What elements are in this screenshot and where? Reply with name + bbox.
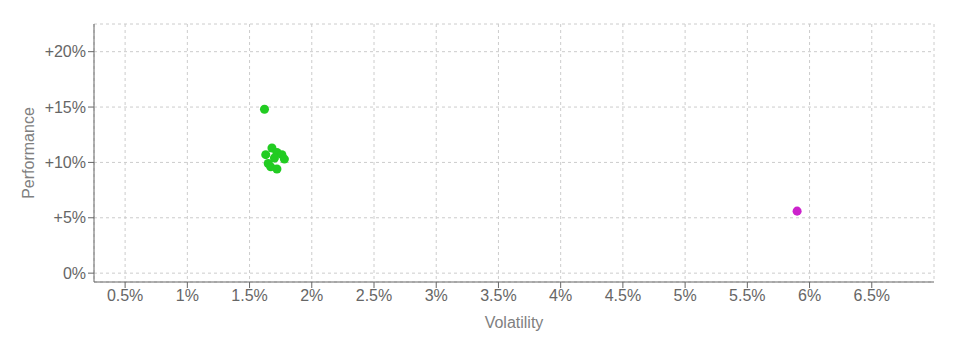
svg-text:+5%: +5% [54,209,86,226]
svg-text:+15%: +15% [45,99,86,116]
svg-text:0%: 0% [63,265,86,282]
svg-text:Volatility: Volatility [485,314,544,331]
svg-text:2.5%: 2.5% [356,287,392,304]
svg-text:Performance: Performance [20,107,37,199]
svg-text:2%: 2% [300,287,323,304]
svg-text:0.5%: 0.5% [107,287,143,304]
svg-text:3.5%: 3.5% [480,287,516,304]
svg-text:4.5%: 4.5% [605,287,641,304]
svg-text:+10%: +10% [45,154,86,171]
svg-text:3%: 3% [425,287,448,304]
svg-text:5.5%: 5.5% [729,287,765,304]
svg-text:5%: 5% [674,287,697,304]
svg-text:6.5%: 6.5% [854,287,890,304]
svg-text:1%: 1% [176,287,199,304]
svg-text:6%: 6% [798,287,821,304]
svg-text:4%: 4% [549,287,572,304]
svg-text:+20%: +20% [45,43,86,60]
svg-text:1.5%: 1.5% [231,287,267,304]
